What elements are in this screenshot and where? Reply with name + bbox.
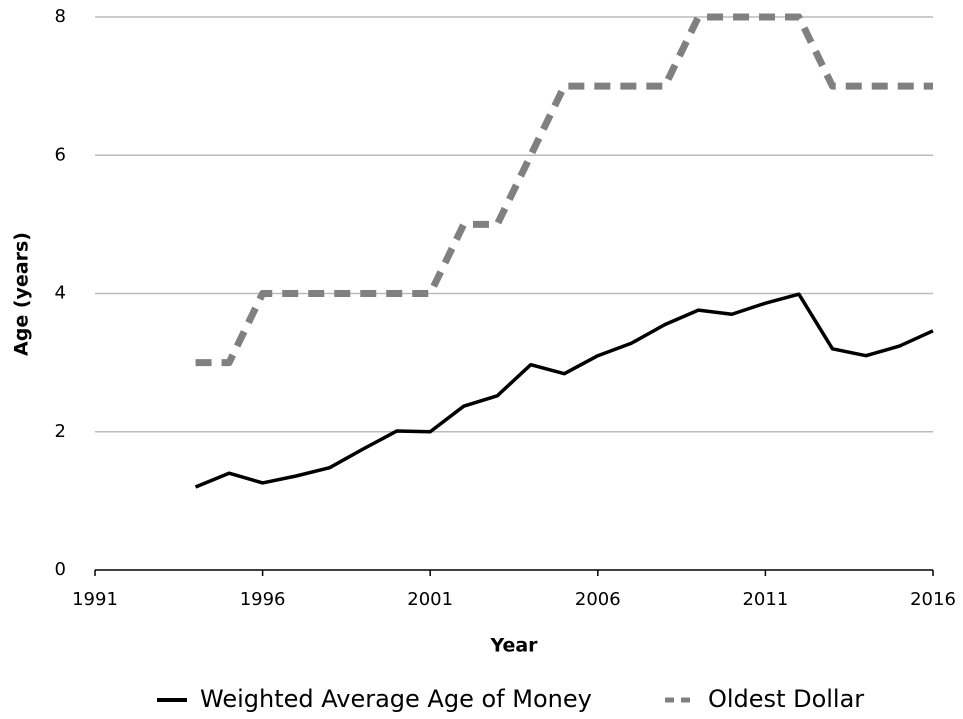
x-tick-label: 2006 (575, 589, 621, 610)
x-tick-label: 1996 (240, 589, 286, 610)
y-tick-label: 0 (55, 559, 66, 580)
x-tick-label: 2011 (742, 589, 788, 610)
x-tick-label: 2016 (910, 589, 956, 610)
x-tick-label: 2001 (407, 589, 453, 610)
y-tick-label: 4 (55, 283, 66, 304)
y-tick-label: 8 (55, 6, 66, 27)
x-axis-title: Year (489, 635, 538, 657)
y-axis-title: Age (years) (11, 232, 33, 356)
y-tick-label: 6 (55, 144, 66, 165)
x-tick-label: 1991 (72, 589, 118, 610)
series-line (194, 292, 934, 489)
legend-label: Weighted Average Age of Money (200, 685, 592, 713)
legend-label: Oldest Dollar (708, 685, 864, 713)
series-line (195, 13, 933, 367)
y-tick-label: 2 (55, 421, 66, 442)
